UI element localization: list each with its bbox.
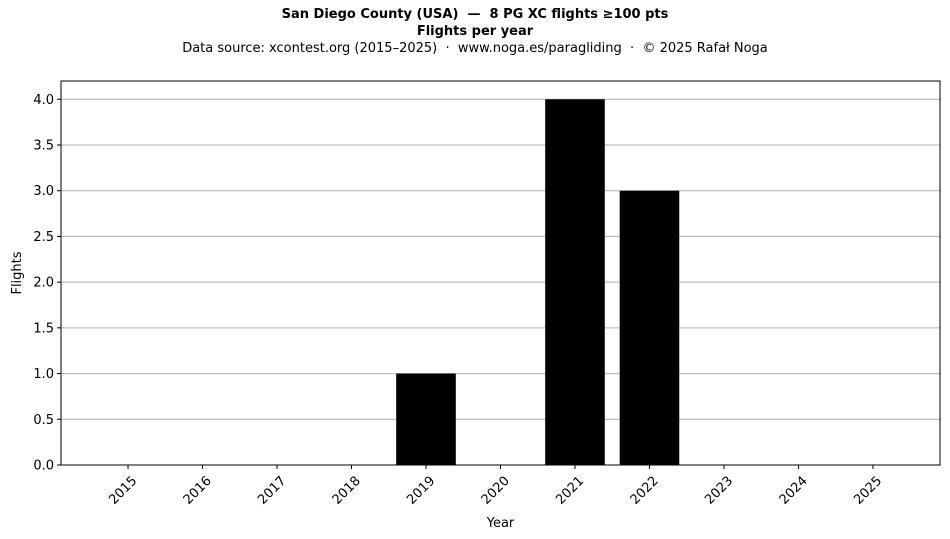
y-tick-label: 0.0 [33,459,54,474]
plot-frame [60,80,941,466]
y-tick-label: 2.0 [33,276,54,291]
y-axis-label: Flights [10,251,25,294]
x-tick-label: 2025 [851,474,885,508]
bar-layer [396,99,680,466]
y-tick-label: 4.0 [33,93,54,108]
x-tick-label: 2021 [553,474,587,508]
x-axis-label: Year [486,516,515,531]
y-tick-label: 1.5 [33,321,54,336]
x-tick-label: 2020 [479,474,513,508]
bar-2019 [396,373,456,465]
bar-2021 [545,99,605,466]
x-tick-label: 2024 [777,474,811,508]
x-tick-label: 2017 [255,474,289,508]
y-tick-label: 0.5 [33,413,54,428]
x-tick-label: 2019 [404,474,438,508]
x-tick-label: 2018 [330,474,364,508]
x-tick-label: 2023 [702,474,736,508]
y-tick-label: 3.5 [33,139,54,154]
tick-layer: 0.0 0.5 1.0 1.5 2.0 2.5 3.0 3.5 4.0 2015 2016 2017 2… [33,93,885,508]
x-tick-label: 2015 [106,474,140,508]
x-tick-label: 2016 [181,474,215,508]
y-tick-label: 1.0 [33,367,54,382]
bar-2022 [619,190,680,465]
chart-subtitle: Data source: xcontest.org (2015–2025) · … [182,41,768,56]
y-tick-label: 3.0 [33,184,54,199]
chart-title: San Diego County (USA) — 8 PG XC flights… [281,7,669,22]
x-tick-label: 2022 [628,474,662,508]
y-tick-label: 2.5 [33,230,54,245]
grid-layer [61,98,940,466]
chart-title-secondary: Flights per year [416,24,534,39]
chart-titles: San Diego County (USA) — 8 PG XC flights… [0,6,950,57]
